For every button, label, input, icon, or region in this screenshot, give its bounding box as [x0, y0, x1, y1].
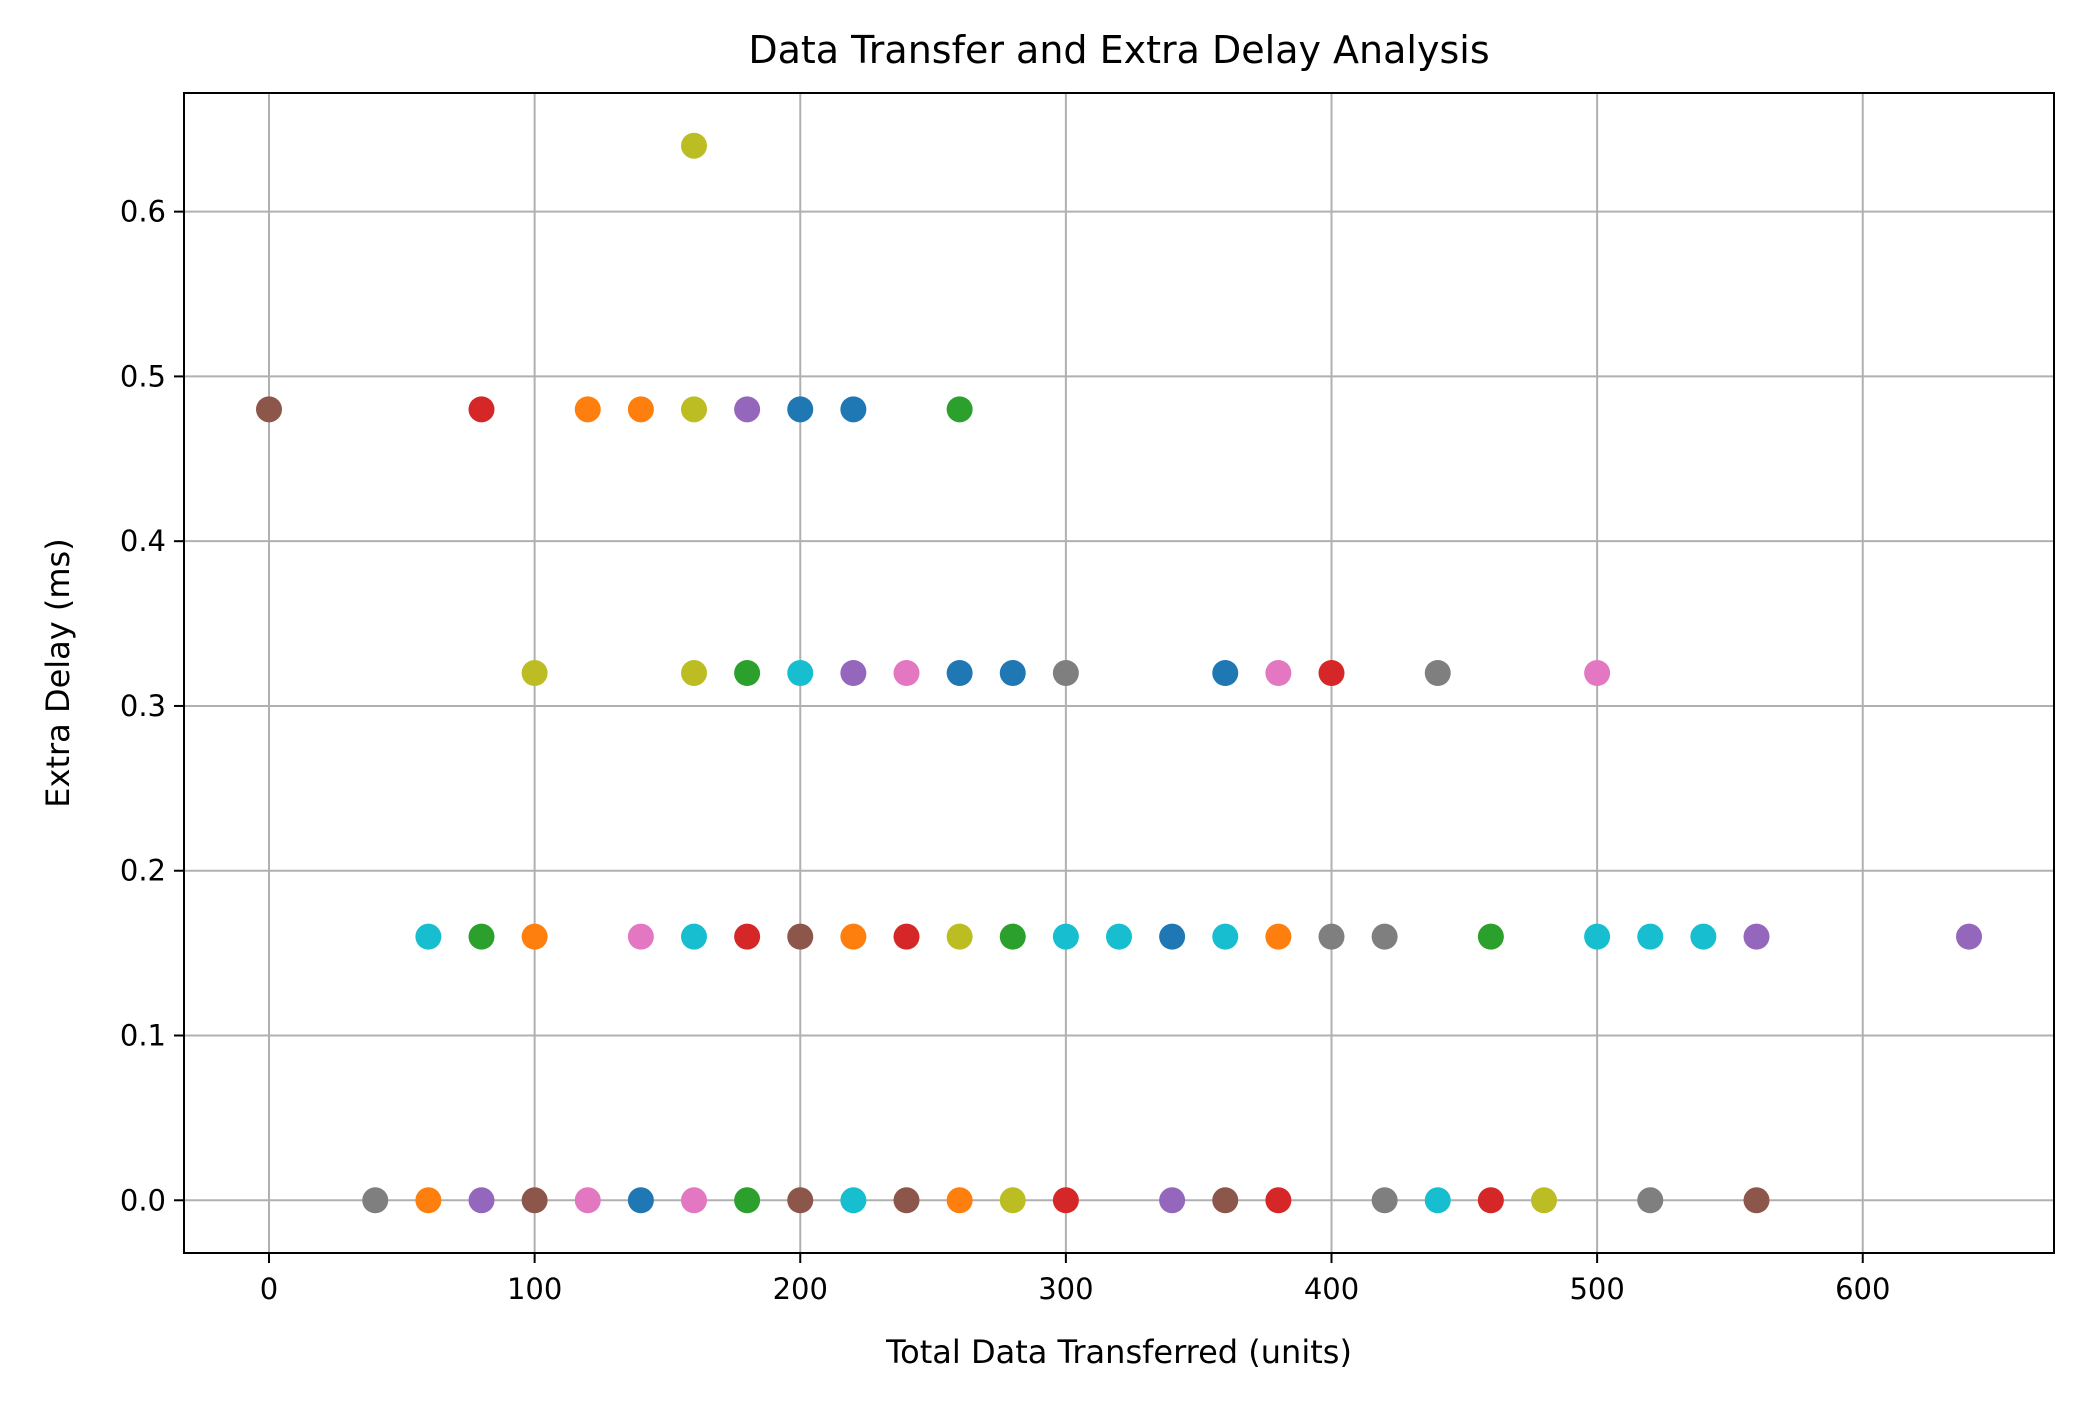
data-point: [681, 396, 707, 423]
data-point: [840, 1187, 867, 1214]
data-point: [1424, 660, 1451, 686]
data-point: [1052, 923, 1079, 950]
data-point: [1424, 1187, 1451, 1214]
x-axis-ticks: 0 100 200 300 400 500 600: [260, 1253, 1890, 1306]
data-point: [1531, 1187, 1557, 1214]
data-point: [1637, 1187, 1664, 1214]
data-point: [1212, 1187, 1239, 1214]
data-point: [1052, 660, 1079, 686]
data-point: [1265, 1187, 1292, 1214]
data-point: [521, 660, 548, 686]
x-tick-label: 100: [507, 1272, 562, 1306]
data-point: [1956, 923, 1982, 950]
data-point: [1052, 1187, 1079, 1214]
data-point: [627, 1187, 654, 1214]
data-point: [734, 660, 761, 686]
x-tick-label: 600: [1835, 1272, 1890, 1306]
x-tick-label: 300: [1038, 1272, 1093, 1306]
y-tick-label: 0.6: [120, 195, 166, 229]
data-point: [999, 660, 1026, 686]
x-tick-label: 0: [260, 1272, 278, 1306]
y-axis-label: Extra Delay (ms): [39, 538, 77, 807]
x-axis-label: Total Data Transferred (units): [885, 1333, 1352, 1371]
data-point: [681, 1187, 707, 1214]
data-point: [787, 923, 814, 950]
data-point: [787, 1187, 814, 1214]
data-point: [1477, 923, 1504, 950]
data-point: [840, 660, 867, 686]
data-point: [946, 396, 973, 423]
plot-frame: [183, 92, 2055, 1254]
data-point: [1584, 660, 1611, 686]
data-point: [946, 1187, 973, 1214]
data-point: [1212, 660, 1239, 686]
data-point: [734, 923, 761, 950]
y-tick-label: 0.4: [120, 524, 166, 558]
data-point: [468, 1187, 495, 1214]
data-point: [1477, 1187, 1504, 1214]
data-point: [1265, 660, 1292, 686]
data-point: [893, 1187, 920, 1214]
data-point: [1584, 923, 1611, 950]
data-point: [574, 1187, 601, 1214]
data-point: [468, 923, 495, 950]
data-point: [734, 396, 761, 423]
data-point: [787, 660, 814, 686]
data-point: [521, 923, 548, 950]
data-point: [1690, 923, 1717, 950]
data-point: [627, 396, 654, 423]
data-point: [256, 396, 282, 423]
data-points: [256, 132, 1982, 1214]
x-tick-label: 200: [773, 1272, 828, 1306]
data-point: [1159, 1187, 1186, 1214]
data-point: [1371, 923, 1398, 950]
data-point: [1159, 923, 1186, 950]
data-point: [1637, 923, 1664, 950]
y-tick-label: 0.2: [120, 854, 166, 888]
x-tick-label: 400: [1304, 1272, 1359, 1306]
y-axis-ticks: 0.0 0.1 0.2 0.3 0.4 0.5 0.6: [120, 195, 184, 1217]
data-point: [787, 396, 814, 423]
y-tick-label: 0.3: [120, 689, 166, 723]
data-point: [999, 1187, 1026, 1214]
data-point: [1106, 923, 1132, 950]
data-point: [946, 923, 973, 950]
y-tick-label: 0.1: [120, 1019, 166, 1053]
data-point: [1371, 1187, 1398, 1214]
data-point: [1318, 660, 1345, 686]
data-point: [893, 923, 920, 950]
data-point: [468, 396, 495, 423]
data-point: [415, 1187, 442, 1214]
data-point: [362, 1187, 389, 1214]
data-point: [999, 923, 1026, 950]
data-point: [574, 396, 601, 423]
data-point: [627, 923, 654, 950]
data-point: [1743, 923, 1770, 950]
data-point: [734, 1187, 761, 1214]
data-point: [681, 132, 707, 159]
y-tick-label: 0.5: [120, 359, 166, 393]
data-point: [840, 396, 867, 423]
data-point: [893, 660, 920, 686]
data-point: [946, 660, 973, 686]
data-point: [1265, 923, 1292, 950]
data-point: [681, 923, 707, 950]
data-point: [1743, 1187, 1770, 1214]
x-tick-label: 500: [1569, 1272, 1624, 1306]
data-point: [415, 923, 442, 950]
data-point: [681, 660, 707, 686]
y-tick-label: 0.0: [120, 1183, 166, 1217]
data-point: [521, 1187, 548, 1214]
data-point: [1212, 923, 1239, 950]
chart-title: Data Transfer and Extra Delay Analysis: [748, 28, 1489, 72]
data-point: [840, 923, 867, 950]
data-point: [1318, 923, 1345, 950]
